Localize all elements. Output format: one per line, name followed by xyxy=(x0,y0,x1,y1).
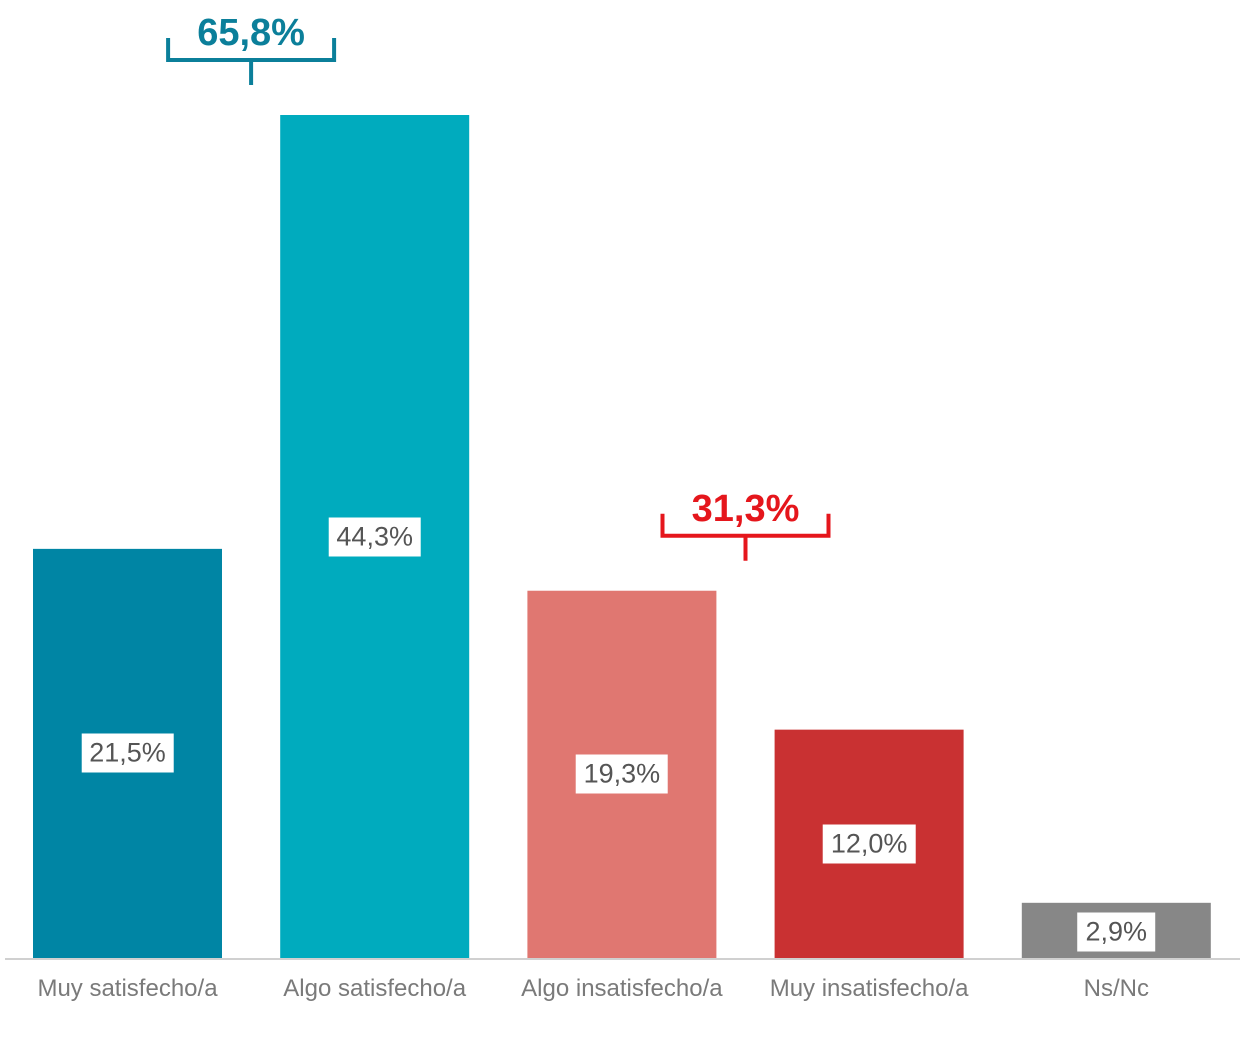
bar-value-label: 21,5% xyxy=(81,733,174,773)
bar-value-label: 44,3% xyxy=(328,517,421,556)
group-bracket xyxy=(660,513,831,561)
group-bracket xyxy=(166,38,337,85)
group-total-label: 65,8% xyxy=(197,12,305,54)
category-label: Muy satisfecho/a xyxy=(37,975,218,1002)
category-label: Algo insatisfecho/a xyxy=(521,975,723,1002)
group-total-label: 31,3% xyxy=(691,487,800,530)
bar-value-label: 2,9% xyxy=(1077,912,1156,952)
category-label: Algo satisfecho/a xyxy=(283,975,467,1002)
category-label: Muy insatisfecho/a xyxy=(769,975,969,1002)
category-label: Ns/Nc xyxy=(1083,975,1149,1002)
bar-value-label: 12,0% xyxy=(822,824,916,864)
bar-value-label: 19,3% xyxy=(575,754,669,794)
